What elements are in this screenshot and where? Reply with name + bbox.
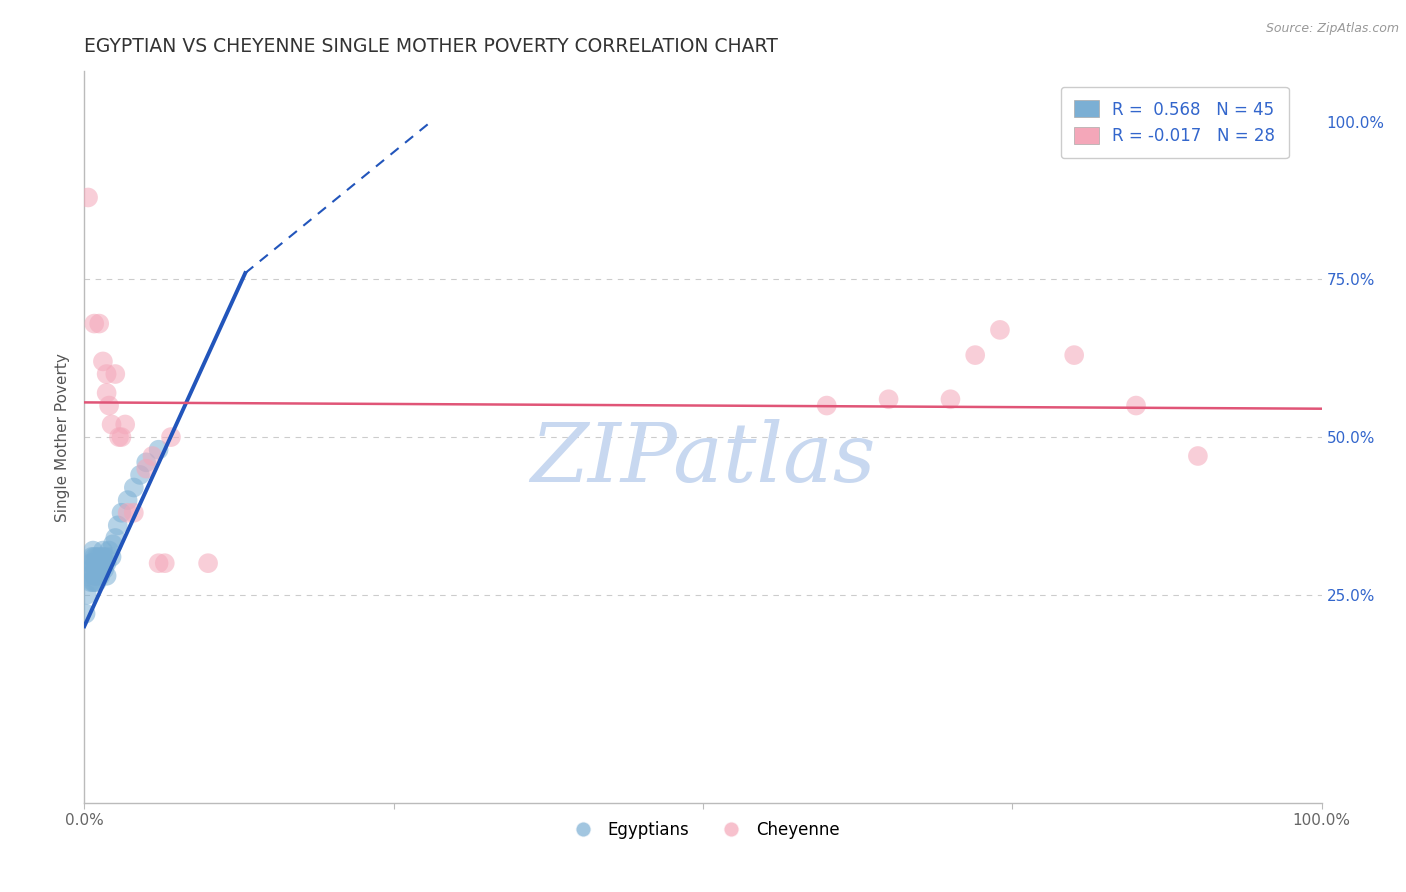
Point — [93, 562, 115, 576]
Point — [135, 461, 157, 475]
Point — [83, 317, 105, 331]
Point — [84, 569, 107, 583]
Point — [91, 543, 114, 558]
Point — [77, 569, 100, 583]
Point — [89, 556, 111, 570]
Point — [94, 549, 117, 564]
Point — [965, 348, 987, 362]
Point — [122, 506, 145, 520]
Point — [110, 506, 132, 520]
Point — [80, 549, 103, 564]
Text: ZIPatlas: ZIPatlas — [530, 419, 876, 499]
Point — [86, 569, 108, 583]
Point — [148, 556, 170, 570]
Point — [197, 556, 219, 570]
Point — [87, 562, 110, 576]
Point — [86, 575, 108, 590]
Point — [77, 190, 100, 204]
Point — [108, 430, 131, 444]
Point — [939, 392, 962, 407]
Point — [148, 442, 170, 457]
Point — [98, 543, 121, 558]
Point — [89, 317, 111, 331]
Point — [83, 549, 105, 564]
Point — [117, 506, 139, 520]
Point — [96, 569, 118, 583]
Text: Source: ZipAtlas.com: Source: ZipAtlas.com — [1265, 22, 1399, 36]
Point — [87, 556, 110, 570]
Point — [75, 607, 97, 621]
Point — [91, 549, 114, 564]
Point — [79, 575, 101, 590]
Point — [107, 518, 129, 533]
Point — [90, 556, 112, 570]
Point — [110, 430, 132, 444]
Legend: Egyptians, Cheyenne: Egyptians, Cheyenne — [560, 814, 846, 846]
Point — [117, 493, 139, 508]
Point — [98, 399, 121, 413]
Point — [93, 556, 115, 570]
Point — [76, 588, 98, 602]
Point — [1187, 449, 1209, 463]
Point — [160, 430, 183, 444]
Point — [988, 323, 1011, 337]
Text: EGYPTIAN VS CHEYENNE SINGLE MOTHER POVERTY CORRELATION CHART: EGYPTIAN VS CHEYENNE SINGLE MOTHER POVER… — [84, 37, 779, 56]
Point — [100, 417, 122, 432]
Point — [84, 556, 107, 570]
Point — [1063, 348, 1085, 362]
Point — [82, 575, 104, 590]
Point — [129, 467, 152, 482]
Point — [89, 569, 111, 583]
Point — [104, 367, 127, 381]
Point — [80, 562, 103, 576]
Point — [135, 455, 157, 469]
Point — [96, 556, 118, 570]
Point — [877, 392, 900, 407]
Point — [82, 556, 104, 570]
Point — [104, 531, 127, 545]
Point — [82, 543, 104, 558]
Point — [91, 354, 114, 368]
Point — [122, 481, 145, 495]
Y-axis label: Single Mother Poverty: Single Mother Poverty — [55, 352, 70, 522]
Point — [101, 537, 124, 551]
Point — [79, 556, 101, 570]
Point — [84, 562, 107, 576]
Point — [96, 386, 118, 401]
Point — [89, 562, 111, 576]
Point — [83, 575, 105, 590]
Point — [83, 569, 105, 583]
Point — [79, 562, 101, 576]
Point — [114, 417, 136, 432]
Point — [100, 549, 122, 564]
Point — [815, 399, 838, 413]
Point — [89, 549, 111, 564]
Point — [1125, 399, 1147, 413]
Point — [86, 549, 108, 564]
Point — [153, 556, 176, 570]
Point — [141, 449, 163, 463]
Point — [96, 367, 118, 381]
